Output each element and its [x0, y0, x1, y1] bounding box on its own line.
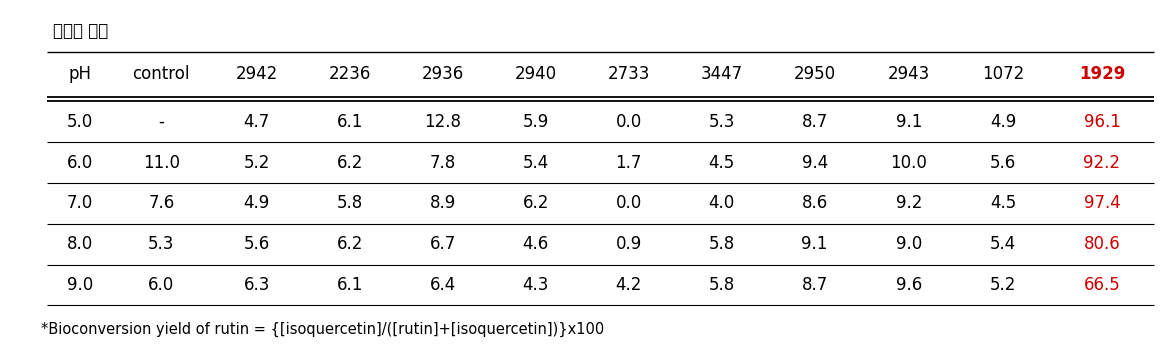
Text: 2943: 2943: [887, 65, 929, 83]
Text: 9.1: 9.1: [895, 113, 922, 131]
Text: 9.0: 9.0: [67, 276, 93, 294]
Text: 6.2: 6.2: [336, 154, 363, 171]
Text: 4.9: 4.9: [990, 113, 1016, 131]
Text: 97.4: 97.4: [1084, 194, 1120, 212]
Text: 8.6: 8.6: [802, 194, 827, 212]
Text: 5.6: 5.6: [990, 154, 1016, 171]
Text: 6.2: 6.2: [336, 235, 363, 253]
Text: 8.7: 8.7: [802, 276, 827, 294]
Text: 1072: 1072: [982, 65, 1024, 83]
Text: 0.0: 0.0: [615, 194, 642, 212]
Text: 92.2: 92.2: [1083, 154, 1120, 171]
Text: 2733: 2733: [607, 65, 649, 83]
Text: 5.8: 5.8: [709, 235, 735, 253]
Text: 5.2: 5.2: [990, 276, 1016, 294]
Text: 4.9: 4.9: [244, 194, 270, 212]
Text: 2940: 2940: [515, 65, 557, 83]
Text: 유전자 번호: 유전자 번호: [53, 22, 108, 40]
Text: 7.8: 7.8: [430, 154, 456, 171]
Text: 2236: 2236: [328, 65, 370, 83]
Text: 5.8: 5.8: [709, 276, 735, 294]
Text: 5.4: 5.4: [990, 235, 1016, 253]
Text: 2942: 2942: [236, 65, 278, 83]
Text: pH: pH: [68, 65, 91, 83]
Text: 5.8: 5.8: [336, 194, 363, 212]
Text: 9.1: 9.1: [802, 235, 827, 253]
Text: 11.0: 11.0: [143, 154, 179, 171]
Text: 0.0: 0.0: [615, 113, 642, 131]
Text: 6.7: 6.7: [430, 235, 456, 253]
Text: 80.6: 80.6: [1084, 235, 1120, 253]
Text: 7.6: 7.6: [148, 194, 175, 212]
Text: 8.0: 8.0: [67, 235, 93, 253]
Text: 6.1: 6.1: [336, 113, 363, 131]
Text: 5.2: 5.2: [244, 154, 270, 171]
Text: 6.1: 6.1: [336, 276, 363, 294]
Text: 8.7: 8.7: [802, 113, 827, 131]
Text: 12.8: 12.8: [424, 113, 462, 131]
Text: 4.7: 4.7: [244, 113, 270, 131]
Text: 5.3: 5.3: [148, 235, 175, 253]
Text: 6.2: 6.2: [523, 194, 548, 212]
Text: 3447: 3447: [701, 65, 743, 83]
Text: 0.9: 0.9: [615, 235, 642, 253]
Text: *Bioconversion yield of rutin = {[isoquercetin]/([rutin]+[isoquercetin])}x100: *Bioconversion yield of rutin = {[isoque…: [41, 321, 605, 337]
Text: 5.9: 5.9: [523, 113, 548, 131]
Text: 5.6: 5.6: [244, 235, 270, 253]
Text: 8.9: 8.9: [430, 194, 456, 212]
Text: 4.5: 4.5: [709, 154, 735, 171]
Text: 9.4: 9.4: [802, 154, 827, 171]
Text: 5.3: 5.3: [708, 113, 735, 131]
Text: 4.5: 4.5: [990, 194, 1016, 212]
Text: 5.0: 5.0: [67, 113, 93, 131]
Text: 9.6: 9.6: [895, 276, 922, 294]
Text: 6.0: 6.0: [67, 154, 93, 171]
Text: 4.0: 4.0: [709, 194, 735, 212]
Text: 2936: 2936: [422, 65, 464, 83]
Text: 9.0: 9.0: [895, 235, 922, 253]
Text: 4.2: 4.2: [615, 276, 642, 294]
Text: 2950: 2950: [793, 65, 836, 83]
Text: 9.2: 9.2: [895, 194, 922, 212]
Text: 96.1: 96.1: [1084, 113, 1120, 131]
Text: 6.4: 6.4: [430, 276, 456, 294]
Text: -: -: [158, 113, 164, 131]
Text: control: control: [132, 65, 190, 83]
Text: 5.4: 5.4: [523, 154, 548, 171]
Text: 6.3: 6.3: [244, 276, 270, 294]
Text: 4.6: 4.6: [523, 235, 548, 253]
Text: 4.3: 4.3: [523, 276, 548, 294]
Text: 10.0: 10.0: [891, 154, 927, 171]
Text: 66.5: 66.5: [1084, 276, 1120, 294]
Text: 1929: 1929: [1078, 65, 1125, 83]
Text: 1.7: 1.7: [615, 154, 642, 171]
Text: 6.0: 6.0: [148, 276, 175, 294]
Text: 7.0: 7.0: [67, 194, 93, 212]
